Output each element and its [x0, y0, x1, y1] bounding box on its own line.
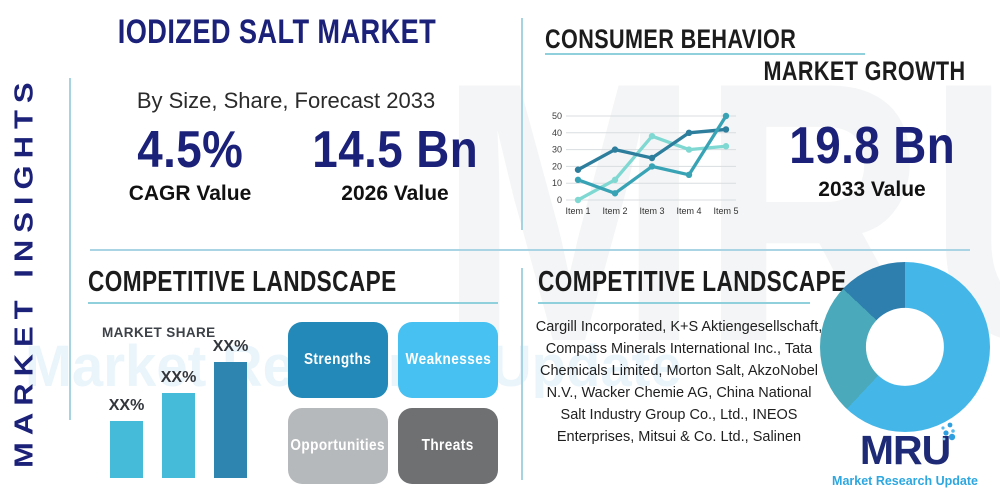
series-dark-blue-marker [722, 126, 730, 133]
consumer-behavior-line-chart: 0 10 20 30 40 50 Item 1 Item 2 Item 3 Item 4 Item … [552, 111, 739, 216]
bar [110, 421, 143, 478]
series-teal-line [576, 114, 728, 195]
stat-cagr-value: 4.5% [136, 121, 244, 179]
swot-grid: Strengths Weaknesses Opportunities Threa… [288, 322, 498, 484]
series-light-cyan-marker [722, 143, 730, 150]
series-dark-blue-marker [574, 166, 582, 173]
horizontal-section-divider [90, 249, 970, 251]
brand-tagline: Market Research Update [832, 474, 978, 488]
swot-threats-label: Threats [421, 437, 475, 454]
competitive-landscape-right-underline [538, 302, 810, 304]
consumer-behavior-underline [545, 53, 865, 55]
x-tick-label: Item 2 [602, 206, 627, 216]
series-teal-marker [685, 171, 693, 178]
swot-strengths-box: Strengths [288, 322, 388, 398]
swot-opportunities-box: Opportunities [288, 408, 388, 484]
x-tick-label: Item 5 [713, 206, 738, 216]
series-light-cyan-marker [685, 146, 693, 153]
swot-opportunities-label: Opportunities [290, 437, 386, 454]
series-dark-blue-marker [685, 129, 693, 136]
consumer-behavior-heading: CONSUMER BEHAVIOR [545, 24, 797, 54]
stat-2026-label: 2026 Value [341, 182, 449, 205]
logo-sparkle-dots-icon [941, 422, 956, 441]
series-teal-marker [722, 112, 730, 120]
market-share-donut-chart [820, 262, 990, 432]
stat-cagr: 4.5% CAGR Value [95, 124, 285, 206]
stat-2033-label: 2033 Value [818, 178, 926, 201]
stat-2026-value: 14.5 Bn [312, 121, 478, 179]
x-tick-label: Item 3 [639, 206, 664, 216]
series-light-cyan-marker [611, 176, 619, 184]
y-tick-label: 30 [552, 145, 562, 155]
sidebar-divider-line [69, 78, 71, 420]
x-tick-label: Item 4 [676, 206, 701, 216]
bar-item: XX% [160, 369, 197, 478]
swot-weaknesses-box: Weaknesses [398, 322, 498, 398]
y-tick-label: 40 [552, 128, 562, 138]
bar [214, 362, 247, 478]
series-light-cyan-marker [574, 196, 582, 204]
swot-strengths-label: Strengths [304, 351, 372, 368]
y-tick-label: 50 [552, 111, 562, 121]
y-tick-label: 0 [557, 195, 562, 205]
swot-weaknesses-label: Weaknesses [405, 351, 491, 368]
brand-logo-text: MRU [860, 422, 956, 471]
market-growth-heading: MARKET GROWTH [763, 56, 965, 86]
competitive-landscape-right-heading: COMPETITIVE LANDSCAPE [538, 266, 847, 298]
market-share-label: MARKET SHARE [102, 325, 216, 340]
competitive-landscape-left-underline [88, 302, 498, 304]
brand-logo: MRU Market Research Update [830, 422, 980, 488]
series-teal-marker [611, 190, 619, 197]
y-tick-label: 10 [552, 178, 562, 188]
competitive-landscape-left-heading: COMPETITIVE LANDSCAPE [88, 266, 397, 298]
sidebar-vertical-title: MARKET INSIGHTS [8, 75, 39, 469]
stat-2033: 19.8 Bn 2033 Value [777, 120, 967, 202]
bar [162, 393, 195, 478]
bar-value-label: XX% [160, 369, 197, 386]
bar-value-label: XX% [212, 338, 249, 355]
stat-2033-value: 19.8 Bn [789, 117, 955, 175]
bottom-right-divider-line [521, 268, 523, 480]
bar-item: XX% [212, 338, 249, 478]
market-share-bar-chart: XX% XX% XX% [108, 328, 270, 478]
series-light-cyan-marker [648, 132, 656, 140]
series-dark-blue-marker [648, 154, 656, 162]
swot-threats-box: Threats [398, 408, 498, 484]
series-teal-marker [574, 176, 582, 184]
stat-cagr-label: CAGR Value [128, 182, 252, 205]
stat-2026: 14.5 Bn 2026 Value [300, 124, 490, 206]
company-list-text: Cargill Incorporated, K+S Aktiengesellsc… [535, 319, 823, 446]
bar-item: XX% [108, 397, 145, 478]
series-teal-marker [648, 163, 656, 170]
page-title: IODIZED SALT MARKET [78, 13, 446, 52]
series-dark-blue-marker [611, 146, 619, 153]
top-right-divider-line [521, 18, 523, 230]
y-tick-label: 20 [552, 161, 562, 171]
bar-value-label: XX% [108, 397, 145, 414]
page-subtitle: By Size, Share, Forecast 2033 [136, 88, 436, 113]
donut-hole [865, 307, 945, 387]
x-tick-label: Item 1 [565, 206, 590, 216]
page-title-text: IODIZED SALT MARKET [117, 13, 437, 51]
